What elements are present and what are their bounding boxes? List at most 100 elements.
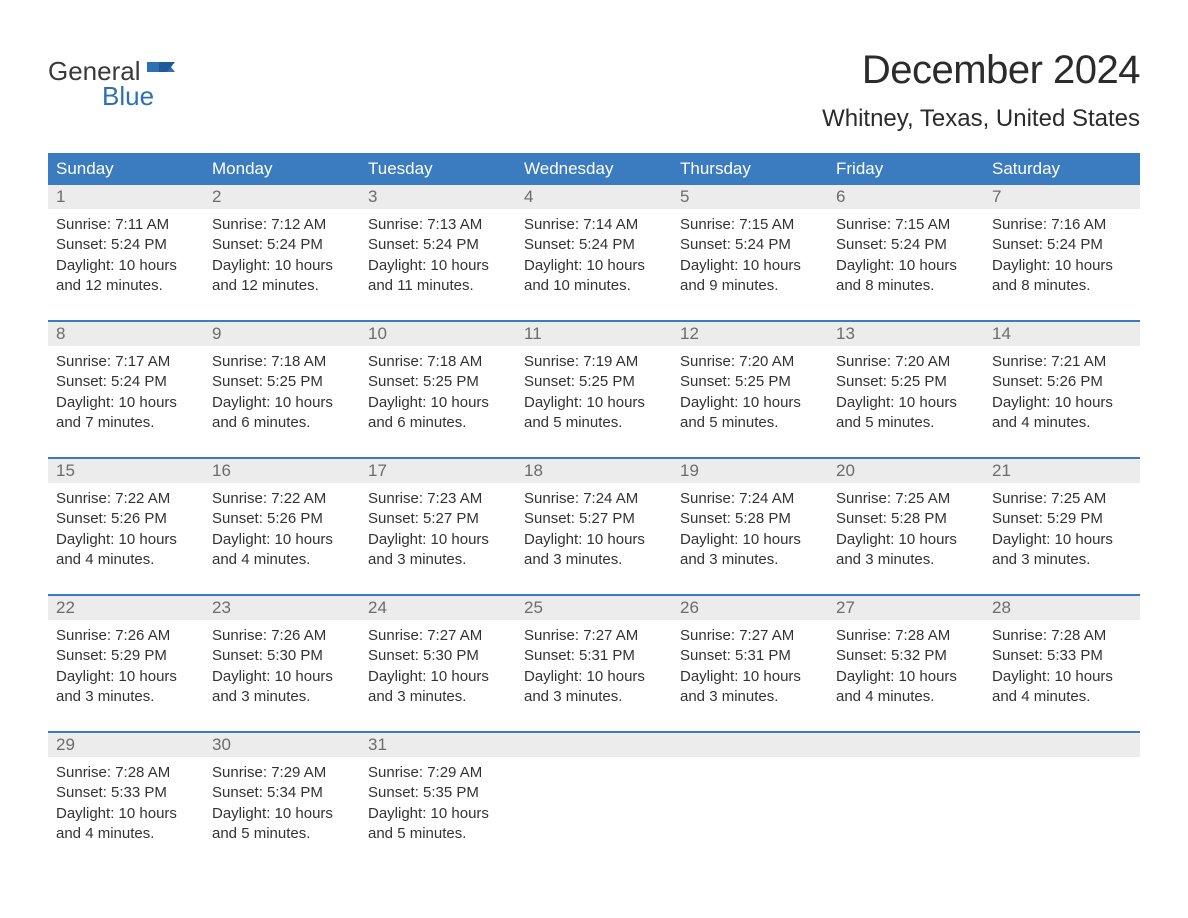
daylight-text-2: and 11 minutes. [368,276,508,296]
day-number [984,733,1140,757]
day-number: 22 [48,596,204,620]
daylight-text-2: and 10 minutes. [524,276,664,296]
day-cell: Sunrise: 7:25 AMSunset: 5:29 PMDaylight:… [984,483,1140,580]
daylight-text-1: Daylight: 10 hours [212,667,352,687]
sunset-text: Sunset: 5:30 PM [212,646,352,666]
daylight-text-1: Daylight: 10 hours [368,667,508,687]
day-number: 7 [984,185,1140,209]
dow-sat: Saturday [984,153,1140,185]
day-cell: Sunrise: 7:11 AMSunset: 5:24 PMDaylight:… [48,209,204,306]
title-block: December 2024 Whitney, Texas, United Sta… [822,48,1140,133]
sunset-text: Sunset: 5:24 PM [680,235,820,255]
daylight-text-1: Daylight: 10 hours [524,530,664,550]
day-number-row: 15161718192021 [48,459,1140,483]
sunset-text: Sunset: 5:26 PM [56,509,196,529]
daylight-text-2: and 4 minutes. [992,687,1132,707]
header: General Blue December 2024 Whitney, Texa… [48,48,1140,133]
calendar: Sunday Monday Tuesday Wednesday Thursday… [48,153,1140,854]
day-number: 16 [204,459,360,483]
day-cell: Sunrise: 7:15 AMSunset: 5:24 PMDaylight:… [828,209,984,306]
daylight-text-1: Daylight: 10 hours [836,530,976,550]
day-cell [516,757,672,854]
sunrise-text: Sunrise: 7:13 AM [368,215,508,235]
sunset-text: Sunset: 5:27 PM [524,509,664,529]
sunrise-text: Sunrise: 7:28 AM [56,763,196,783]
daylight-text-2: and 4 minutes. [836,687,976,707]
day-number-row: 891011121314 [48,322,1140,346]
day-cell: Sunrise: 7:27 AMSunset: 5:30 PMDaylight:… [360,620,516,717]
daylight-text-1: Daylight: 10 hours [368,804,508,824]
sunrise-text: Sunrise: 7:18 AM [368,352,508,372]
dow-sun: Sunday [48,153,204,185]
day-cell: Sunrise: 7:15 AMSunset: 5:24 PMDaylight:… [672,209,828,306]
dow-tue: Tuesday [360,153,516,185]
sunrise-text: Sunrise: 7:28 AM [992,626,1132,646]
sunset-text: Sunset: 5:24 PM [992,235,1132,255]
daylight-text-1: Daylight: 10 hours [56,804,196,824]
daylight-text-1: Daylight: 10 hours [992,667,1132,687]
day-number: 15 [48,459,204,483]
sunset-text: Sunset: 5:28 PM [836,509,976,529]
daylight-text-2: and 3 minutes. [524,550,664,570]
daylight-text-2: and 8 minutes. [992,276,1132,296]
sunrise-text: Sunrise: 7:12 AM [212,215,352,235]
daylight-text-2: and 5 minutes. [368,824,508,844]
sunrise-text: Sunrise: 7:18 AM [212,352,352,372]
sunrise-text: Sunrise: 7:16 AM [992,215,1132,235]
sunrise-text: Sunrise: 7:27 AM [680,626,820,646]
sunset-text: Sunset: 5:24 PM [212,235,352,255]
week-row: 22232425262728Sunrise: 7:26 AMSunset: 5:… [48,594,1140,717]
sunrise-text: Sunrise: 7:24 AM [524,489,664,509]
daylight-text-1: Daylight: 10 hours [212,393,352,413]
day-cell: Sunrise: 7:29 AMSunset: 5:34 PMDaylight:… [204,757,360,854]
daylight-text-1: Daylight: 10 hours [56,667,196,687]
daylight-text-1: Daylight: 10 hours [368,530,508,550]
day-cell: Sunrise: 7:20 AMSunset: 5:25 PMDaylight:… [672,346,828,443]
daylight-text-2: and 3 minutes. [368,550,508,570]
day-of-week-header: Sunday Monday Tuesday Wednesday Thursday… [48,153,1140,185]
day-number: 30 [204,733,360,757]
daylight-text-2: and 9 minutes. [680,276,820,296]
sunrise-text: Sunrise: 7:19 AM [524,352,664,372]
daylight-text-2: and 3 minutes. [212,687,352,707]
day-number: 11 [516,322,672,346]
sunset-text: Sunset: 5:30 PM [368,646,508,666]
sunrise-text: Sunrise: 7:23 AM [368,489,508,509]
daylight-text-2: and 3 minutes. [368,687,508,707]
sunset-text: Sunset: 5:35 PM [368,783,508,803]
sunset-text: Sunset: 5:31 PM [680,646,820,666]
daylight-text-2: and 7 minutes. [56,413,196,433]
daylight-text-1: Daylight: 10 hours [992,256,1132,276]
daylight-text-2: and 4 minutes. [56,824,196,844]
sunset-text: Sunset: 5:34 PM [212,783,352,803]
sunset-text: Sunset: 5:25 PM [368,372,508,392]
daylight-text-2: and 4 minutes. [992,413,1132,433]
sunset-text: Sunset: 5:28 PM [680,509,820,529]
day-number: 21 [984,459,1140,483]
sunset-text: Sunset: 5:24 PM [56,235,196,255]
sunrise-text: Sunrise: 7:22 AM [56,489,196,509]
day-number: 19 [672,459,828,483]
sunrise-text: Sunrise: 7:25 AM [992,489,1132,509]
sunrise-text: Sunrise: 7:11 AM [56,215,196,235]
day-cell: Sunrise: 7:21 AMSunset: 5:26 PMDaylight:… [984,346,1140,443]
day-number: 29 [48,733,204,757]
daylight-text-1: Daylight: 10 hours [992,530,1132,550]
sunrise-text: Sunrise: 7:15 AM [836,215,976,235]
day-number: 20 [828,459,984,483]
day-number: 18 [516,459,672,483]
day-number: 4 [516,185,672,209]
day-number [516,733,672,757]
daylight-text-2: and 8 minutes. [836,276,976,296]
daylight-text-2: and 3 minutes. [56,687,196,707]
daylight-text-1: Daylight: 10 hours [680,256,820,276]
daylight-text-1: Daylight: 10 hours [56,530,196,550]
day-cell: Sunrise: 7:25 AMSunset: 5:28 PMDaylight:… [828,483,984,580]
day-number: 17 [360,459,516,483]
day-number-row: 22232425262728 [48,596,1140,620]
day-number: 12 [672,322,828,346]
daylight-text-2: and 4 minutes. [56,550,196,570]
sunrise-text: Sunrise: 7:27 AM [524,626,664,646]
sunset-text: Sunset: 5:32 PM [836,646,976,666]
sunset-text: Sunset: 5:26 PM [212,509,352,529]
